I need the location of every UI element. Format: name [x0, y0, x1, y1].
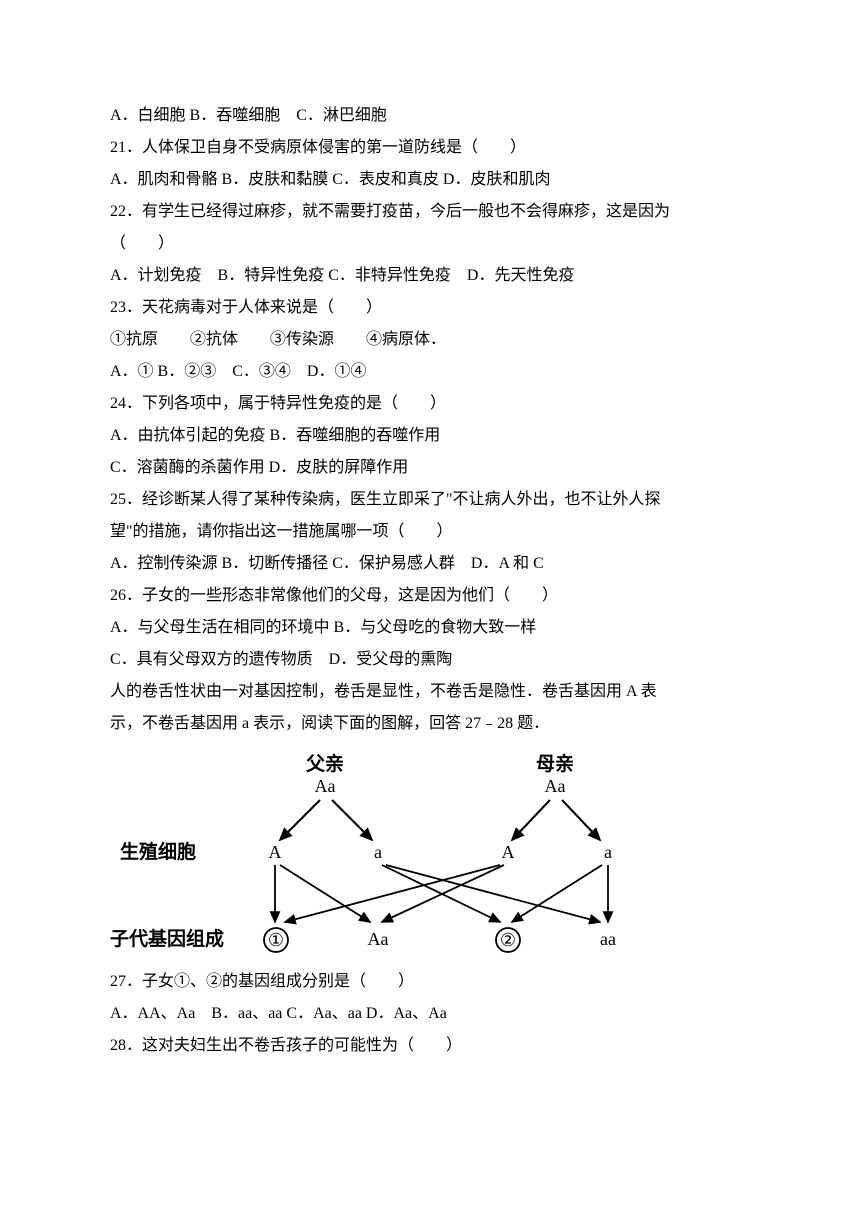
q23-stem: 23．天花病毒对于人体来说是（ ） — [110, 292, 750, 324]
q21-options: A．肌肉和骨骼 B．皮肤和黏膜 C．表皮和真皮 D．皮肤和肌肉 — [110, 164, 750, 196]
offspring-1-label: ① — [268, 930, 284, 950]
q25-stem-line1: 25．经诊断某人得了某种传染病，医生立即采了"不让病人外出，也不让外人探 — [110, 484, 750, 516]
passage-line2: 示，不卷舌基因用 a 表示，阅读下面的图解，回答 27﹣28 题． — [110, 708, 750, 740]
q27-options: A．AA、Aa B．aa、aa C．Aa、aa D．Aa、Aa — [110, 998, 750, 1030]
gamete-father-a: a — [374, 842, 382, 862]
arrow-mother-A — [512, 800, 550, 840]
label-mother: 母亲 — [536, 752, 574, 775]
cross-mA-o1 — [285, 865, 500, 922]
cross-fA-o2 — [280, 865, 370, 922]
mother-genotype: Aa — [545, 776, 566, 796]
q26-options-line2: C．具有父母双方的遗传物质 D．受父母的熏陶 — [110, 644, 750, 676]
q24-stem: 24．下列各项中，属于特异性免疫的是（ ） — [110, 388, 750, 420]
offspring-3-label: ② — [500, 930, 516, 950]
offspring-2-genotype: Aa — [368, 929, 389, 949]
q20-options: A．白细胞 B．吞噬细胞 C．淋巴细胞 — [110, 100, 750, 132]
q25-options: A．控制传染源 B．切断传播径 C．保护易感人群 D．A 和 C — [110, 548, 750, 580]
q21-stem: 21．人体保卫自身不受病原体侵害的第一道防线是（ ） — [110, 132, 750, 164]
q27-stem: 27．子女①、②的基因组成分别是（ ） — [110, 966, 750, 998]
q26-stem: 26．子女的一些形态非常像他们的父母，这是因为他们（ ） — [110, 580, 750, 612]
genetics-diagram: 父亲 母亲 Aa Aa 生殖细胞 A a A a — [110, 750, 750, 960]
label-father: 父亲 — [305, 752, 344, 775]
gamete-father-A: A — [269, 842, 282, 862]
gamete-mother-a: a — [604, 842, 612, 862]
father-genotype: Aa — [315, 776, 336, 796]
arrow-father-a — [332, 800, 372, 840]
q26-options-line1: A．与父母生活在相同的环境中 B．与父母吃的食物大致一样 — [110, 612, 750, 644]
q23-options: A．① B．②③ C．③④ D．①④ — [110, 356, 750, 388]
arrow-father-A — [280, 800, 320, 840]
offspring-4-genotype: aa — [600, 929, 616, 949]
genetics-svg: 父亲 母亲 Aa Aa 生殖细胞 A a A a — [110, 750, 670, 960]
label-gametes: 生殖细胞 — [120, 840, 196, 863]
arrow-mother-a — [562, 800, 600, 840]
label-offspring: 子代基因组成 — [110, 927, 224, 950]
gamete-mother-A: A — [502, 842, 515, 862]
q22-stem-line1: 22．有学生已经得过麻疹，就不需要打疫苗，今后一般也不会得麻疹，这是因为 — [110, 196, 750, 228]
q22-options: A．计划免疫 B．特异性免疫 C．非特异性免疫 D．先天性免疫 — [110, 260, 750, 292]
q23-choices: ①抗原 ②抗体 ③传染源 ④病原体． — [110, 324, 750, 356]
cross-ma-o3 — [512, 865, 602, 922]
cross-fa-o4 — [386, 865, 600, 922]
exam-page: A．白细胞 B．吞噬细胞 C．淋巴细胞 21．人体保卫自身不受病原体侵害的第一道… — [0, 0, 860, 1122]
passage-line1: 人的卷舌性状由一对基因控制，卷舌是显性，不卷舌是隐性．卷舌基因用 A 表 — [110, 676, 750, 708]
q24-options-line2: C．溶菌酶的杀菌作用 D．皮肤的屏障作用 — [110, 452, 750, 484]
q25-stem-line2: 望"的措施，请你指出这一措施属哪一项（ ） — [110, 516, 750, 548]
q22-stem-line2: （ ） — [110, 228, 750, 260]
q28-stem: 28．这对夫妇生出不卷舌孩子的可能性为（ ） — [110, 1030, 750, 1062]
q24-options-line1: A．由抗体引起的免疫 B．吞噬细胞的吞噬作用 — [110, 420, 750, 452]
